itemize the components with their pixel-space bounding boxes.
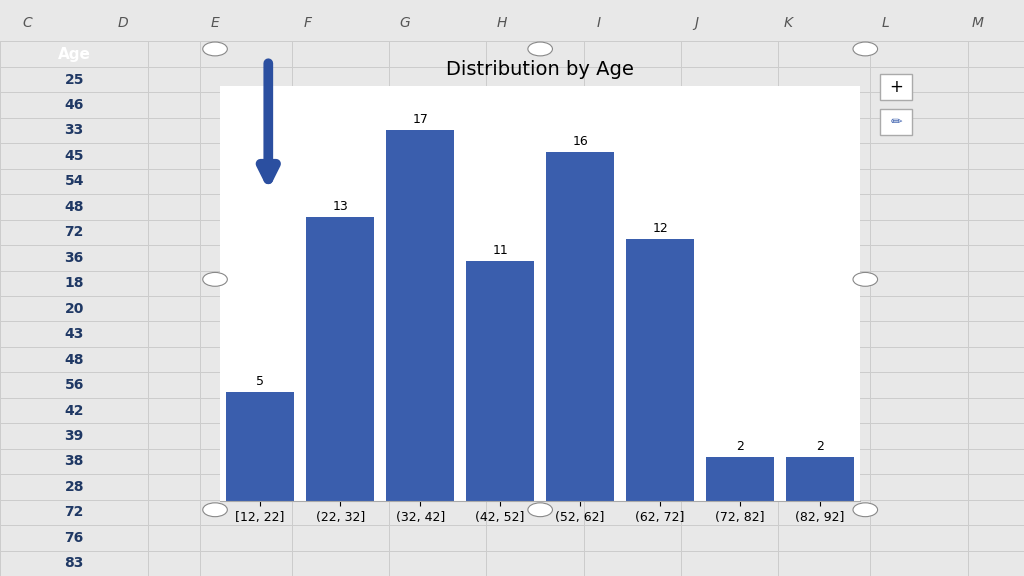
Text: E: E (211, 16, 219, 30)
Text: 11: 11 (493, 244, 508, 257)
Text: 20: 20 (65, 302, 84, 316)
Circle shape (203, 503, 227, 517)
Text: ✏: ✏ (890, 115, 902, 128)
Bar (466, 261, 535, 501)
Text: D: D (118, 16, 128, 30)
Text: 12: 12 (652, 222, 668, 235)
Circle shape (853, 272, 878, 286)
Bar (386, 130, 455, 501)
Text: 5: 5 (256, 374, 264, 388)
Text: 39: 39 (65, 429, 84, 443)
Text: 18: 18 (65, 276, 84, 290)
Text: 28: 28 (65, 480, 84, 494)
Circle shape (853, 42, 878, 56)
Bar (786, 457, 854, 501)
Bar (306, 217, 374, 501)
Text: 42: 42 (65, 404, 84, 418)
Text: 38: 38 (65, 454, 84, 468)
FancyBboxPatch shape (880, 108, 912, 135)
Text: 56: 56 (65, 378, 84, 392)
Title: Distribution by Age: Distribution by Age (446, 60, 634, 79)
Circle shape (528, 42, 553, 56)
Text: 33: 33 (65, 123, 84, 138)
Text: 54: 54 (65, 175, 84, 188)
Text: 2: 2 (816, 440, 824, 453)
Text: 83: 83 (65, 556, 84, 570)
Text: 16: 16 (572, 135, 588, 147)
Text: 48: 48 (65, 200, 84, 214)
Text: 43: 43 (65, 327, 84, 341)
Text: 17: 17 (413, 113, 428, 126)
Bar (226, 392, 294, 501)
Circle shape (203, 42, 227, 56)
Circle shape (853, 503, 878, 517)
Circle shape (528, 503, 553, 517)
Text: I: I (597, 16, 601, 30)
Text: L: L (882, 16, 890, 30)
Text: J: J (694, 16, 698, 30)
Circle shape (203, 272, 227, 286)
Text: 36: 36 (65, 251, 84, 265)
FancyArrowPatch shape (260, 63, 276, 179)
Text: 48: 48 (65, 353, 84, 366)
Text: 13: 13 (332, 200, 348, 213)
Text: 45: 45 (65, 149, 84, 163)
Bar (546, 152, 614, 501)
Text: 72: 72 (65, 505, 84, 520)
Text: H: H (497, 16, 507, 30)
Text: 25: 25 (65, 73, 84, 86)
Bar (626, 239, 694, 501)
Text: K: K (784, 16, 793, 30)
Text: 76: 76 (65, 531, 84, 545)
Text: Age: Age (57, 47, 91, 62)
Text: C: C (23, 16, 33, 30)
Text: 46: 46 (65, 98, 84, 112)
Text: 72: 72 (65, 225, 84, 239)
Text: G: G (399, 16, 410, 30)
Bar (707, 457, 774, 501)
Text: F: F (303, 16, 311, 30)
FancyBboxPatch shape (880, 74, 912, 100)
Text: M: M (972, 16, 984, 30)
Text: 2: 2 (736, 440, 744, 453)
Text: +: + (889, 78, 903, 96)
